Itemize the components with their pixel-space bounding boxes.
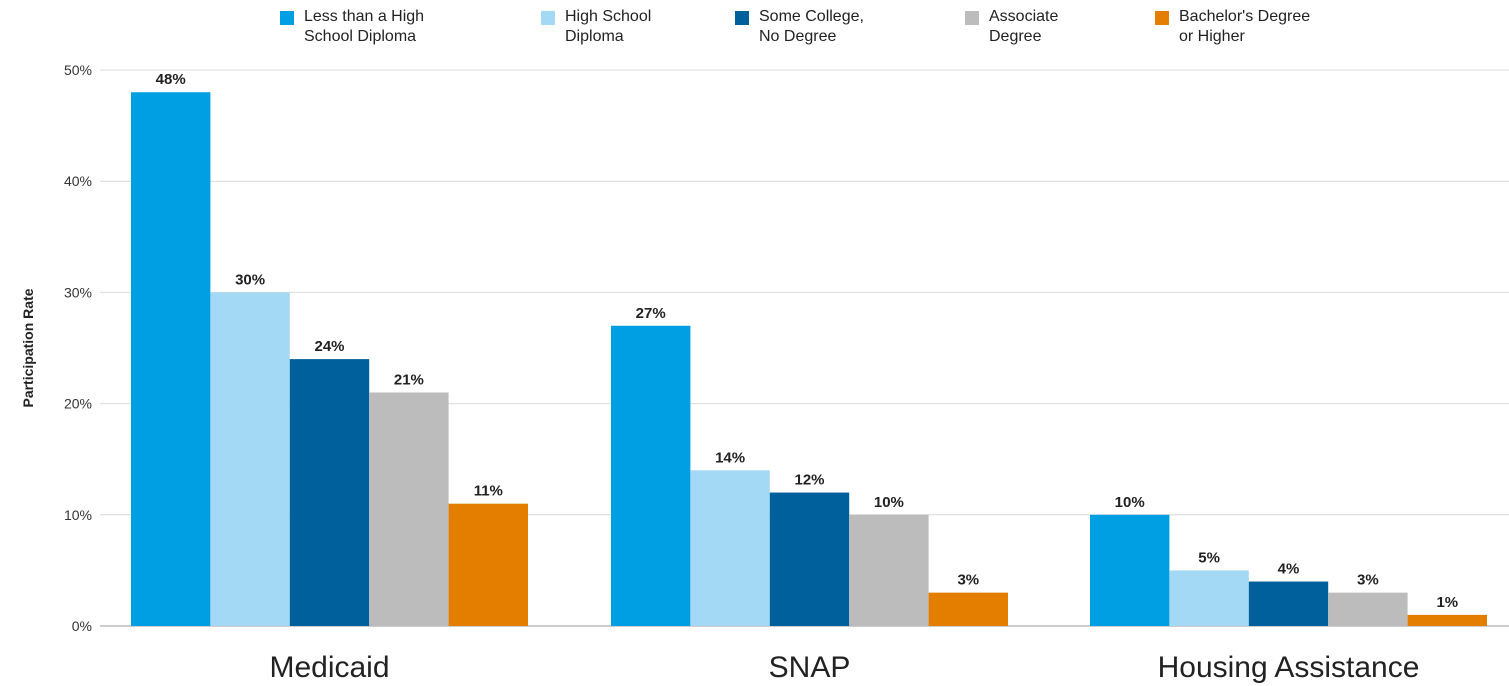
bar [1090,514,1170,626]
data-label: 10% [1115,494,1145,511]
bar [1407,614,1487,626]
data-label: 3% [1357,572,1379,589]
legend-swatch [1155,11,1169,25]
y-axis-title: Participation Rate [20,288,36,407]
y-tick-label: 40% [64,173,92,189]
bar [1169,570,1249,626]
legend-swatch [965,11,979,25]
data-label: 10% [874,494,904,511]
bar [1328,592,1408,626]
bar [289,359,370,626]
legend: Less than a High School Diploma High Sch… [0,0,1509,60]
y-tick-label: 0% [72,618,92,634]
bar [369,392,449,626]
bar [448,503,528,626]
bars [131,92,1487,627]
y-tick-label: 10% [64,507,92,523]
y-tick-label: 30% [64,284,92,300]
data-label: 1% [1436,594,1458,611]
y-tick-label: 50% [64,62,92,78]
data-label: 27% [636,305,666,322]
bar [690,470,770,626]
legend-swatch [280,11,294,25]
legend-swatch [541,11,555,25]
legend-item-bachelors-degree: Bachelor's Degree or Higher [1155,7,1310,47]
category-labels: Medicaid SNAP Housing Assistance [269,651,1419,684]
data-label: 4% [1278,561,1300,578]
data-label: 30% [235,271,265,288]
legend-label: High School Diploma [565,8,652,45]
data-label: 48% [156,71,186,88]
bar [1248,581,1329,626]
bar [769,492,850,626]
data-label: 5% [1198,549,1220,566]
bar [611,325,691,626]
data-label: 14% [715,449,745,466]
category-label: SNAP [769,651,851,684]
legend-item-associate-degree: Associate Degree [965,7,1058,47]
data-label: 12% [794,472,824,489]
legend-label: Bachelor's Degree or Higher [1179,8,1311,45]
category-label: Housing Assistance [1158,651,1420,684]
legend-swatch [735,11,749,25]
legend-item-less-than-high-school: Less than a High School Diploma [280,7,424,47]
bar [928,592,1008,626]
legend-label: Some College, No Degree [759,8,864,45]
y-axis-ticks: 0% 10% 20% 30% 40% 50% [64,62,92,634]
bar [210,292,290,626]
data-label: 11% [474,483,503,500]
legend-item-high-school-diploma: High School Diploma [541,7,651,47]
legend-label: Associate Degree [989,8,1059,45]
data-label: 3% [957,572,979,589]
bar [849,514,929,626]
legend-label: Less than a High School Diploma [304,8,425,45]
data-labels: 48% 30% 24% 21% 11% 27% 14% 12% 10% 3% 10% 5% 4% 3% 1% [156,71,1458,611]
category-label: Medicaid [269,651,389,684]
data-label: 24% [314,338,344,355]
data-label: 21% [394,371,424,388]
y-tick-label: 20% [64,396,92,412]
bar [131,92,211,627]
legend-item-some-college: Some College, No Degree [735,7,864,47]
